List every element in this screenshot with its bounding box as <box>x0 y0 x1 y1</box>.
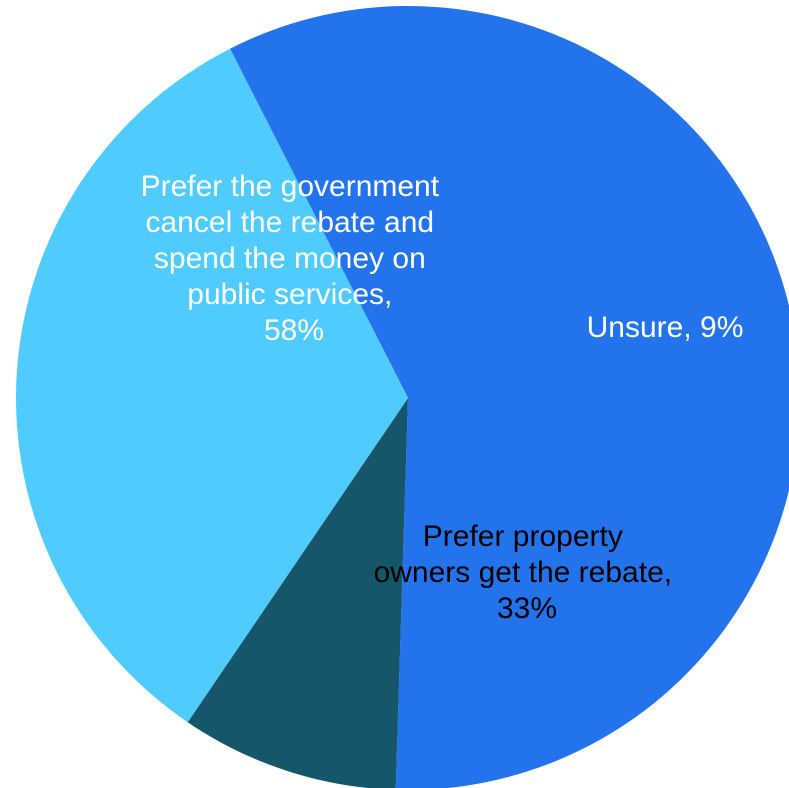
slice-label-line: Prefer the government <box>141 170 440 203</box>
slice-label-line: Prefer property <box>423 520 623 553</box>
pie-slice-unsure <box>187 398 408 788</box>
slice-label-property-owners: Prefer property owners get the rebate, 3… <box>374 520 681 625</box>
pie-labels: Prefer the government cancel the rebate … <box>141 170 744 625</box>
pie-slices <box>15 6 789 788</box>
slice-label-unsure: Unsure, 9% <box>587 311 744 344</box>
slice-label-line: owners get the rebate, <box>374 556 673 589</box>
slice-label-public-services: Prefer the government cancel the rebate … <box>141 170 448 347</box>
pie-slice-prefer-the-government-cancel-the-rebate-and-spend-the-money-on-public-services <box>230 6 789 788</box>
pie-slice-prefer-property-owners-get-the-rebate <box>15 48 408 723</box>
slice-label-line: 33% <box>497 592 557 625</box>
slice-label-line: Unsure, 9% <box>587 311 744 344</box>
slice-label-line: 58% <box>264 314 324 347</box>
slice-label-line: spend the money on <box>154 242 426 275</box>
slice-label-line: cancel the rebate and <box>146 206 435 239</box>
slice-label-line: public services, <box>187 278 392 311</box>
